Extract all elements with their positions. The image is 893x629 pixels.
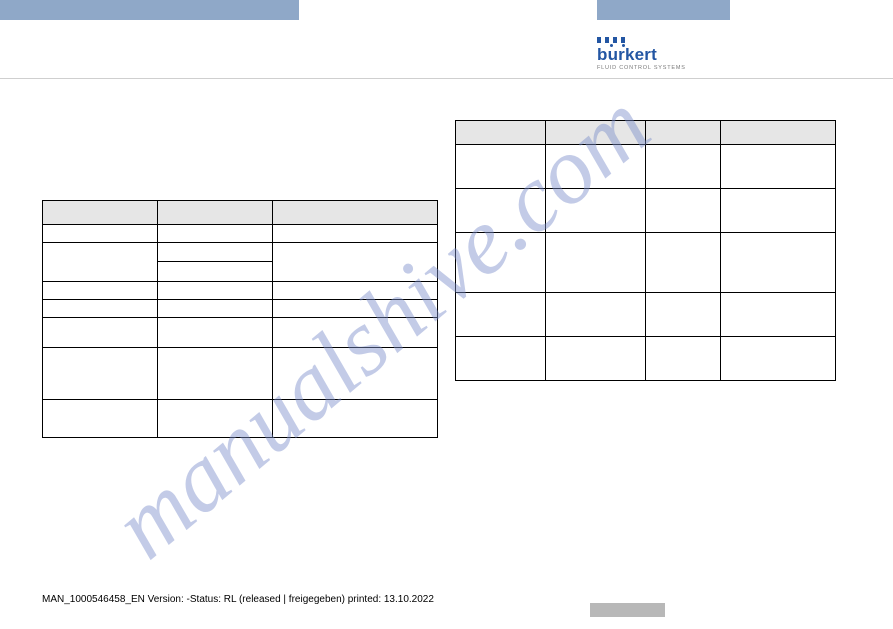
table-cell xyxy=(721,145,836,189)
table-cell xyxy=(721,233,836,293)
table-cell xyxy=(158,300,273,318)
table-header-cell xyxy=(646,121,721,145)
table-header-cell xyxy=(43,201,158,225)
table-cell xyxy=(646,233,721,293)
table-cell xyxy=(158,318,273,348)
table-cell xyxy=(546,293,646,337)
table-cell xyxy=(43,225,158,243)
table-cell xyxy=(721,293,836,337)
table-cell xyxy=(158,225,273,243)
data-table-right xyxy=(455,120,836,381)
logo-wordmark: burkert xyxy=(597,45,686,65)
table-cell xyxy=(546,145,646,189)
table-cell xyxy=(546,189,646,233)
table-cell xyxy=(456,145,546,189)
table-cell xyxy=(546,233,646,293)
table-header-cell xyxy=(721,121,836,145)
logo-tick xyxy=(621,37,625,43)
table-cell xyxy=(273,400,438,438)
brand-logo: burkert FLUID CONTROL SYSTEMS xyxy=(597,37,686,71)
table-cell xyxy=(456,233,546,293)
table-cell xyxy=(721,189,836,233)
logo-umlaut-dots xyxy=(610,44,625,47)
table-cell xyxy=(43,348,158,400)
top-tab-bars xyxy=(0,0,893,20)
table-cell xyxy=(43,318,158,348)
table-cell xyxy=(273,282,438,300)
table-cell xyxy=(158,243,273,282)
logo-dot xyxy=(610,44,613,47)
logo-dot xyxy=(622,44,625,47)
table-cell xyxy=(158,400,273,438)
table-cell xyxy=(273,318,438,348)
table-cell xyxy=(456,293,546,337)
table-header-cell xyxy=(158,201,273,225)
table-cell xyxy=(456,189,546,233)
logo-ticks xyxy=(597,37,686,43)
logo-tick xyxy=(613,37,617,43)
table-cell xyxy=(646,189,721,233)
table-cell xyxy=(721,337,836,381)
logo-tick xyxy=(597,37,601,43)
data-table-left xyxy=(42,200,438,438)
table-header-cell xyxy=(456,121,546,145)
table-cell xyxy=(546,337,646,381)
table-cell xyxy=(273,243,438,282)
table-cell xyxy=(158,282,273,300)
table-cell xyxy=(158,348,273,400)
table-cell xyxy=(646,145,721,189)
table-cell xyxy=(43,300,158,318)
footer-page-bar xyxy=(590,603,665,617)
table-cell xyxy=(43,400,158,438)
table-cell xyxy=(43,243,158,282)
table-cell xyxy=(273,300,438,318)
top-bar-right xyxy=(597,0,730,20)
table-cell xyxy=(456,337,546,381)
table-header-cell xyxy=(273,201,438,225)
table-cell xyxy=(646,337,721,381)
header-divider xyxy=(0,78,893,79)
footer-document-id: MAN_1000546458_EN Version: -Status: RL (… xyxy=(42,594,434,605)
logo-tagline: FLUID CONTROL SYSTEMS xyxy=(597,65,686,71)
table-cell xyxy=(273,225,438,243)
table-cell xyxy=(646,293,721,337)
logo-tick xyxy=(605,37,609,43)
table-cell xyxy=(273,348,438,400)
table-header-cell xyxy=(546,121,646,145)
table-cell xyxy=(43,282,158,300)
top-bar-left xyxy=(0,0,299,20)
